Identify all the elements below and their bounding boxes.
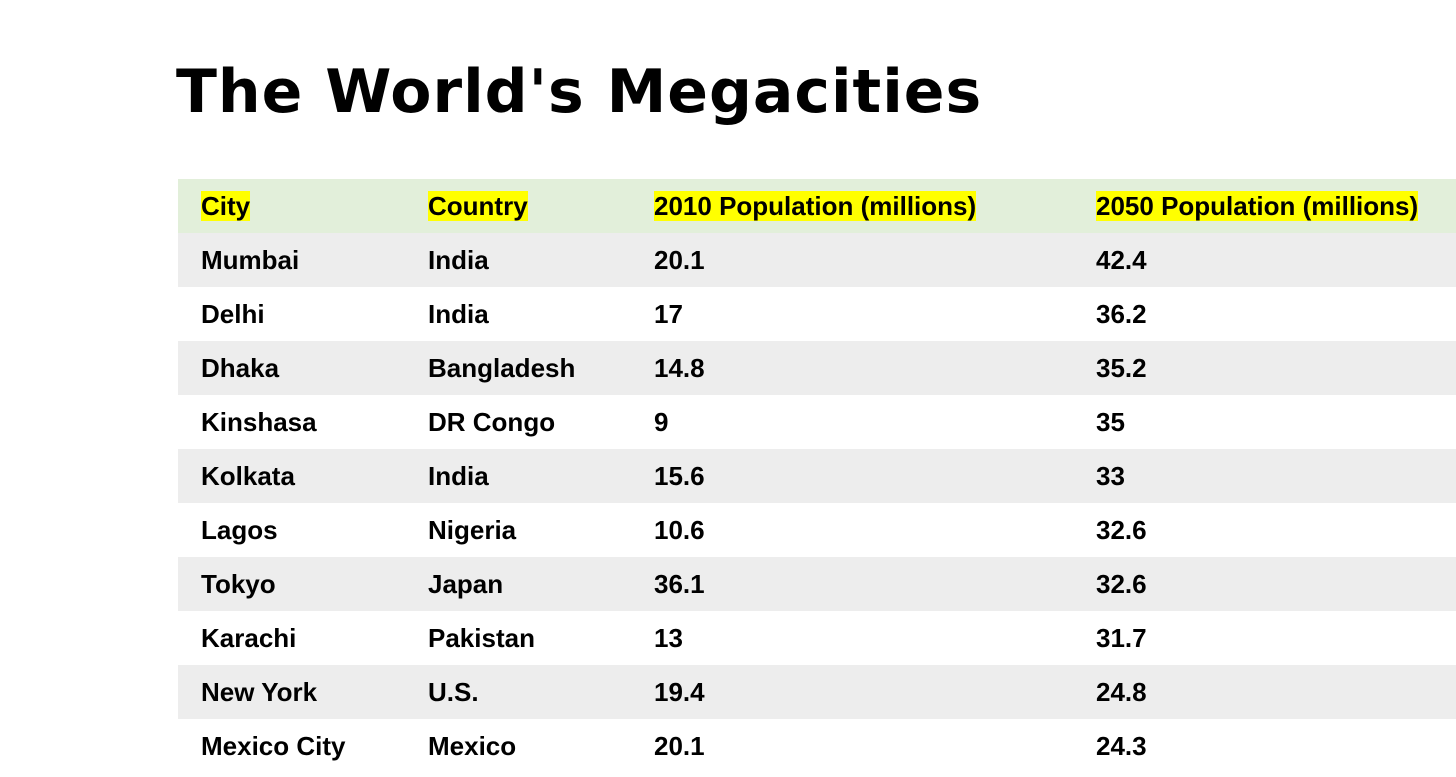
population-2010-cell: 14.8 — [631, 341, 1073, 395]
city-cell: Mumbai — [178, 233, 405, 287]
population-2050-cell: 32.6 — [1073, 557, 1456, 611]
country-cell: Japan — [405, 557, 631, 611]
population-2050-cell: 24.8 — [1073, 665, 1456, 719]
city-cell: Mexico City — [178, 719, 405, 773]
table-row: Dhaka Bangladesh 14.8 35.2 — [178, 341, 1456, 395]
country-cell: U.S. — [405, 665, 631, 719]
page-title: The World's Megacities — [176, 52, 982, 132]
population-2010-cell: 13 — [631, 611, 1073, 665]
country-cell: India — [405, 449, 631, 503]
column-header-label: Country — [428, 191, 528, 221]
city-cell: New York — [178, 665, 405, 719]
country-cell: Pakistan — [405, 611, 631, 665]
table-row: Lagos Nigeria 10.6 32.6 — [178, 503, 1456, 557]
country-cell: India — [405, 287, 631, 341]
city-cell: Dhaka — [178, 341, 405, 395]
city-cell: Kinshasa — [178, 395, 405, 449]
population-2010-cell: 19.4 — [631, 665, 1073, 719]
population-2050-cell: 32.6 — [1073, 503, 1456, 557]
population-2010-cell: 20.1 — [631, 719, 1073, 773]
population-2050-cell: 36.2 — [1073, 287, 1456, 341]
header-row: City Country 2010 Population (millions) … — [178, 179, 1456, 233]
city-cell: Lagos — [178, 503, 405, 557]
column-header-2050-population: 2050 Population (millions) — [1073, 179, 1456, 233]
table-row: Kinshasa DR Congo 9 35 — [178, 395, 1456, 449]
population-2050-cell: 35.2 — [1073, 341, 1456, 395]
city-cell: Kolkata — [178, 449, 405, 503]
population-2010-cell: 20.1 — [631, 233, 1073, 287]
population-2010-cell: 10.6 — [631, 503, 1073, 557]
population-2050-cell: 42.4 — [1073, 233, 1456, 287]
column-header-label: City — [201, 191, 250, 221]
column-header-country: Country — [405, 179, 631, 233]
table-row: New York U.S. 19.4 24.8 — [178, 665, 1456, 719]
population-2050-cell: 31.7 — [1073, 611, 1456, 665]
table-header: City Country 2010 Population (millions) … — [178, 179, 1456, 233]
table-row: Mexico City Mexico 20.1 24.3 — [178, 719, 1456, 773]
population-2050-cell: 33 — [1073, 449, 1456, 503]
country-cell: India — [405, 233, 631, 287]
megacities-table: City Country 2010 Population (millions) … — [178, 179, 1456, 773]
country-cell: Nigeria — [405, 503, 631, 557]
city-cell: Tokyo — [178, 557, 405, 611]
table-body: Mumbai India 20.1 42.4 Delhi India 17 36… — [178, 233, 1456, 773]
city-cell: Delhi — [178, 287, 405, 341]
table-row: Tokyo Japan 36.1 32.6 — [178, 557, 1456, 611]
country-cell: DR Congo — [405, 395, 631, 449]
table-row: Karachi Pakistan 13 31.7 — [178, 611, 1456, 665]
population-2010-cell: 17 — [631, 287, 1073, 341]
column-header-2010-population: 2010 Population (millions) — [631, 179, 1073, 233]
population-2010-cell: 15.6 — [631, 449, 1073, 503]
country-cell: Bangladesh — [405, 341, 631, 395]
column-header-label: 2010 Population (millions) — [654, 191, 976, 221]
population-2050-cell: 24.3 — [1073, 719, 1456, 773]
column-header-city: City — [178, 179, 405, 233]
city-cell: Karachi — [178, 611, 405, 665]
country-cell: Mexico — [405, 719, 631, 773]
column-header-label: 2050 Population (millions) — [1096, 191, 1418, 221]
table-row: Mumbai India 20.1 42.4 — [178, 233, 1456, 287]
population-2010-cell: 9 — [631, 395, 1073, 449]
population-2010-cell: 36.1 — [631, 557, 1073, 611]
table-row: Kolkata India 15.6 33 — [178, 449, 1456, 503]
table-row: Delhi India 17 36.2 — [178, 287, 1456, 341]
population-2050-cell: 35 — [1073, 395, 1456, 449]
